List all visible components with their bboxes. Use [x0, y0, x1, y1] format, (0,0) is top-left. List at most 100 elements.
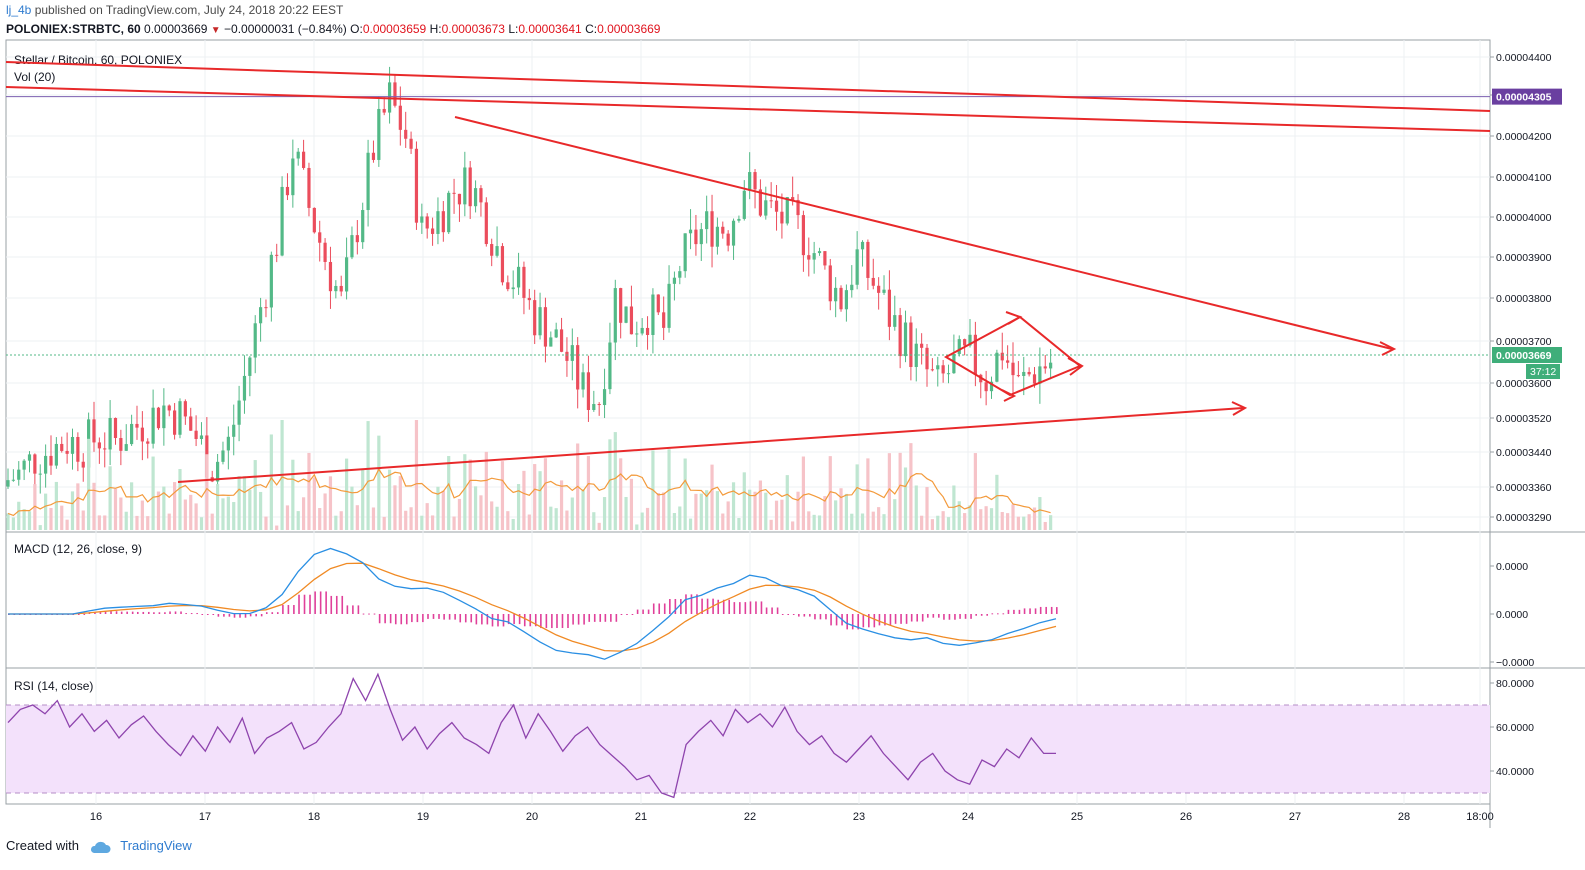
macd-hist-bar: [486, 614, 489, 625]
macd-histogram: [8, 591, 1058, 630]
candle-body: [425, 216, 429, 229]
low-value: 0.00003641: [518, 22, 582, 36]
rsi-band: [6, 705, 1490, 793]
candle-body: [49, 455, 53, 466]
last-price-badge-text: 0.00003669: [1496, 350, 1552, 362]
macd-hist-bar: [851, 614, 854, 630]
candle-body: [882, 289, 886, 293]
chart-canvas[interactable]: 16 17 18 19 20 21 22 23 24 25 26 27 28 18:00 0.0000440…: [0, 0, 1585, 830]
macd-hist-bar: [427, 614, 429, 619]
volume-bar: [253, 460, 257, 530]
macd-hist-bar: [685, 594, 687, 614]
candle-body: [705, 211, 709, 230]
rsi-title: RSI (14, close): [14, 679, 93, 693]
volume-bar: [979, 509, 983, 530]
volume-bar: [963, 513, 967, 530]
volume-bar: [447, 456, 451, 530]
volume-bar: [817, 515, 822, 530]
macd-hist-bar: [147, 611, 150, 614]
plot-frame: [5, 39, 1491, 805]
macd-hist-bar: [610, 614, 612, 622]
last-price: 0.00003669: [144, 22, 208, 36]
candle-body: [285, 186, 290, 196]
tradingview-brand-link[interactable]: TradingView: [120, 838, 192, 853]
macd-hist-bar: [265, 612, 268, 614]
macd-hist-bar: [1039, 606, 1042, 614]
volume-bar: [543, 458, 548, 530]
volume-bar: [248, 489, 252, 530]
candle-body: [957, 339, 961, 354]
y-tick-label: 0.00004000: [1496, 212, 1552, 224]
macd-hist-bar: [115, 611, 118, 614]
macd-hist-bar: [862, 614, 865, 628]
countdown-badge-text: 37:12: [1530, 366, 1556, 378]
candle-body: [414, 148, 419, 223]
candle-body: [113, 417, 118, 439]
candle-body: [737, 218, 741, 221]
candle-body: [527, 297, 531, 301]
volume-bar: [527, 514, 531, 530]
macd-hist-bar: [136, 611, 139, 614]
volume-bar: [791, 521, 795, 530]
macd-hist-bar: [475, 614, 478, 625]
volume-bar: [393, 485, 397, 530]
candle-body: [898, 315, 902, 357]
macd-hist-bar: [325, 591, 327, 614]
macd-hist-bar: [868, 614, 870, 628]
volume-bar: [22, 509, 26, 530]
candle-body: [533, 300, 537, 336]
macd-hist-bar: [809, 614, 811, 617]
high-value: 0.00003673: [441, 22, 505, 36]
macd-hist-bar: [615, 614, 618, 622]
candle-body: [812, 253, 816, 260]
volume-bar: [490, 501, 494, 530]
volume-bar: [656, 493, 660, 530]
candle-body: [382, 108, 386, 113]
macd-hist-bar: [120, 611, 123, 614]
publisher-name[interactable]: lj_4b: [6, 3, 32, 17]
volume-bar: [925, 487, 929, 530]
volume-bar: [441, 490, 445, 530]
candle-body: [699, 229, 703, 245]
down-arrow-icon: ▼: [210, 25, 221, 36]
volume-bar: [936, 515, 940, 530]
volume-bar: [366, 421, 370, 530]
macd-hist-bar: [894, 614, 897, 624]
macd-hist-bar: [185, 613, 187, 615]
candle-body: [769, 200, 773, 202]
volume-bar: [199, 517, 204, 530]
candle-body: [1032, 374, 1037, 384]
volume-bar: [54, 481, 58, 530]
volume-bar: [167, 513, 171, 530]
volume-bar: [264, 516, 268, 530]
volume-bar: [269, 434, 273, 530]
macd-hist-bar: [943, 614, 945, 620]
candle-body: [27, 454, 32, 461]
macd-hist-bar: [131, 611, 134, 614]
symbol-line: POLONIEX:STRBTC, 60 0.00003669 ▼ −0.0000…: [6, 22, 660, 36]
macd-hist-bar: [599, 614, 602, 622]
volume-bar: [828, 456, 832, 530]
volume-bar: [221, 498, 225, 530]
volume-bar: [839, 488, 843, 530]
macd-hist-bar: [706, 598, 709, 614]
candle-body: [258, 307, 263, 324]
macd-hist-bar: [346, 605, 349, 614]
macd-hist-bar: [954, 614, 956, 620]
volume-bar: [554, 508, 558, 530]
volume-bar: [511, 518, 515, 530]
candle-body: [640, 327, 644, 334]
price-line-badge: [1492, 88, 1562, 105]
macd-hist-bar: [180, 611, 182, 614]
volume-bar: [387, 469, 392, 530]
macd-hist-bar: [631, 614, 634, 615]
macd-hist-bar: [244, 614, 247, 618]
candle-body: [839, 287, 843, 310]
volume-bar: [344, 458, 349, 530]
volume-bar: [559, 480, 564, 530]
macd-hist-bar: [1013, 609, 1015, 614]
macd-hist-bar: [110, 611, 112, 614]
candle-body: [484, 202, 488, 245]
macd-hist-bar: [448, 614, 451, 620]
volume-bar: [1038, 497, 1042, 530]
